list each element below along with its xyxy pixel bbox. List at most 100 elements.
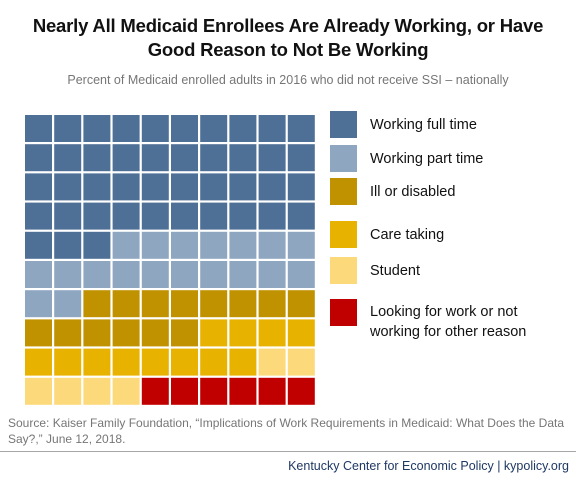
waffle-cell-ill-or-disabled xyxy=(83,290,111,318)
waffle-cell-working-part-time xyxy=(200,261,228,288)
waffle-cell-student xyxy=(112,377,140,405)
waffle-cell-working-full-time xyxy=(141,115,169,142)
waffle-cell-care-taking xyxy=(112,348,140,376)
waffle-cell-working-full-time xyxy=(258,202,286,230)
waffle-cell-student xyxy=(54,377,82,405)
waffle-cell-working-part-time xyxy=(229,261,257,288)
waffle-cell-ill-or-disabled xyxy=(112,319,140,347)
waffle-cell-working-full-time xyxy=(200,144,228,172)
legend-label: Working part time xyxy=(370,151,484,167)
waffle-cell-working-full-time xyxy=(25,144,52,172)
waffle-cell-working-full-time xyxy=(25,231,52,259)
waffle-cell-working-full-time xyxy=(54,144,82,172)
waffle-cell-working-full-time xyxy=(141,173,169,201)
legend-label: Working full time xyxy=(370,117,477,133)
waffle-cell-working-full-time xyxy=(141,144,169,172)
waffle-cell-care-taking xyxy=(229,319,257,347)
waffle-cell-working-part-time xyxy=(83,261,111,288)
waffle-cell-working-full-time xyxy=(83,231,111,259)
waffle-cell-working-part-time xyxy=(258,231,286,259)
waffle-cell-working-part-time xyxy=(25,261,52,288)
legend-swatch xyxy=(330,257,357,284)
waffle-cell-working-part-time xyxy=(287,231,315,259)
waffle-cell-care-taking xyxy=(229,348,257,376)
waffle-cell-ill-or-disabled xyxy=(171,319,198,347)
waffle-cell-working-full-time xyxy=(200,202,228,230)
waffle-cell-care-taking xyxy=(200,348,228,376)
waffle-cell-working-full-time xyxy=(83,115,111,142)
chart-title: Nearly All Medicaid Enrollees Are Alread… xyxy=(32,15,544,60)
waffle-cell-looking-for-work-or-not-working-for-other-reason xyxy=(141,377,169,405)
waffle-cell-working-full-time xyxy=(83,173,111,201)
waffle-cell-working-full-time xyxy=(112,173,140,201)
footer-credit: Kentucky Center for Economic Policy | ky… xyxy=(288,459,569,473)
waffle-cell-working-part-time xyxy=(287,261,315,288)
waffle-cell-ill-or-disabled xyxy=(141,319,169,347)
waffle-cell-looking-for-work-or-not-working-for-other-reason xyxy=(287,377,315,405)
waffle-cell-student xyxy=(25,377,52,405)
footer-divider xyxy=(0,451,576,452)
legend-label: Looking for work or not working for othe… xyxy=(370,304,527,340)
waffle-cell-working-full-time xyxy=(112,144,140,172)
waffle-cell-ill-or-disabled xyxy=(141,290,169,318)
waffle-cell-working-part-time xyxy=(141,261,169,288)
waffle-cell-working-part-time xyxy=(258,261,286,288)
waffle-cell-care-taking xyxy=(258,319,286,347)
waffle-cell-looking-for-work-or-not-working-for-other-reason xyxy=(200,377,228,405)
waffle-cell-working-full-time xyxy=(171,115,198,142)
waffle-cell-working-full-time xyxy=(141,202,169,230)
waffle-cell-student xyxy=(287,348,315,376)
waffle-cell-working-part-time xyxy=(54,261,82,288)
waffle-cell-ill-or-disabled xyxy=(112,290,140,318)
waffle-cell-working-full-time xyxy=(200,173,228,201)
legend-swatch xyxy=(330,299,357,326)
waffle-cell-ill-or-disabled xyxy=(229,290,257,318)
legend-label: Ill or disabled xyxy=(370,184,456,200)
waffle-cell-ill-or-disabled xyxy=(200,290,228,318)
legend-swatch xyxy=(330,221,357,248)
waffle-cell-looking-for-work-or-not-working-for-other-reason xyxy=(258,377,286,405)
waffle-cell-looking-for-work-or-not-working-for-other-reason xyxy=(171,377,198,405)
waffle-cell-ill-or-disabled xyxy=(287,290,315,318)
waffle-cell-working-full-time xyxy=(112,115,140,142)
waffle-cell-working-full-time xyxy=(229,115,257,142)
waffle-cell-working-full-time xyxy=(258,144,286,172)
waffle-cell-care-taking xyxy=(141,348,169,376)
waffle-cell-working-full-time xyxy=(112,202,140,230)
waffle-cell-working-full-time xyxy=(258,173,286,201)
waffle-cell-working-full-time xyxy=(229,202,257,230)
waffle-cell-care-taking xyxy=(25,348,52,376)
waffle-cell-working-part-time xyxy=(112,261,140,288)
legend-swatch xyxy=(330,111,357,138)
waffle-cell-care-taking xyxy=(200,319,228,347)
waffle-cell-care-taking xyxy=(287,319,315,347)
legend-swatch xyxy=(330,178,357,205)
waffle-cell-working-full-time xyxy=(258,115,286,142)
waffle-cell-working-full-time xyxy=(25,115,52,142)
waffle-cell-care-taking xyxy=(171,348,198,376)
waffle-cell-working-full-time xyxy=(200,115,228,142)
waffle-cell-ill-or-disabled xyxy=(258,290,286,318)
waffle-cell-working-part-time xyxy=(112,231,140,259)
waffle-cell-care-taking xyxy=(54,348,82,376)
waffle-cell-working-full-time xyxy=(54,231,82,259)
waffle-cell-working-part-time xyxy=(229,231,257,259)
waffle-cell-working-full-time xyxy=(83,144,111,172)
waffle-cell-working-full-time xyxy=(287,202,315,230)
waffle-cell-care-taking xyxy=(83,348,111,376)
waffle-cell-working-full-time xyxy=(54,173,82,201)
waffle-cell-student xyxy=(258,348,286,376)
waffle-cell-student xyxy=(83,377,111,405)
waffle-cell-working-part-time xyxy=(200,231,228,259)
source-note: Source: Kaiser Family Foundation, “Impli… xyxy=(8,416,565,446)
waffle-cell-working-full-time xyxy=(171,202,198,230)
chart-subtitle: Percent of Medicaid enrolled adults in 2… xyxy=(67,73,509,87)
waffle-cell-ill-or-disabled xyxy=(54,319,82,347)
waffle-cell-ill-or-disabled xyxy=(171,290,198,318)
waffle-cell-working-part-time xyxy=(141,231,169,259)
waffle-cell-working-full-time xyxy=(171,144,198,172)
waffle-cell-working-full-time xyxy=(287,115,315,142)
waffle-cell-looking-for-work-or-not-working-for-other-reason xyxy=(229,377,257,405)
waffle-cell-working-full-time xyxy=(287,173,315,201)
legend-label: Student xyxy=(370,263,420,279)
